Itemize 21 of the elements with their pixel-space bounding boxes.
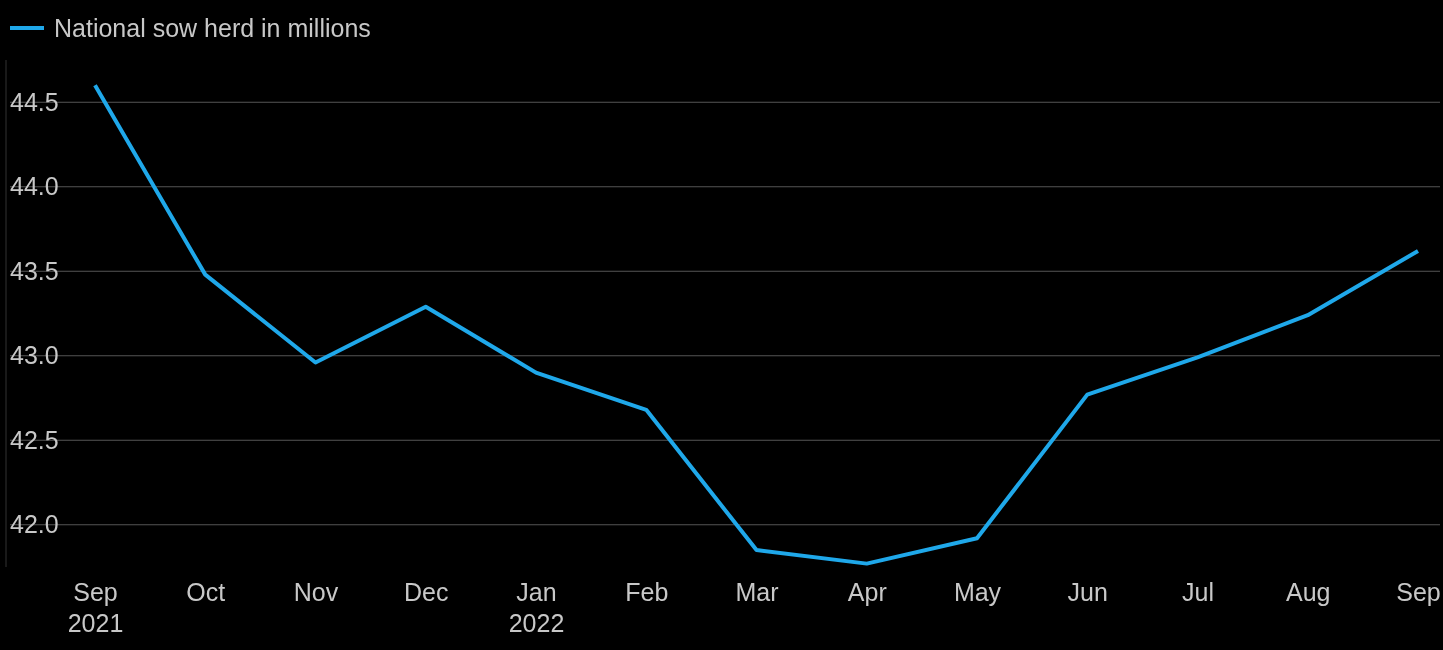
x-tick-label: Mar — [735, 578, 779, 606]
x-tick-label: Dec — [404, 578, 449, 606]
y-tick-label: 44.0 — [10, 172, 59, 201]
y-tick-label: 42.5 — [10, 425, 59, 454]
x-tick-label: Sep 2021 — [67, 578, 124, 637]
x-tick-label: Jun — [1067, 578, 1108, 606]
y-tick-label: 43.0 — [10, 341, 59, 370]
x-tick-label: Jan 2022 — [508, 578, 565, 637]
x-tick-label: May — [953, 578, 1002, 606]
x-tick-label: Apr — [847, 578, 887, 606]
y-tick-label: 43.5 — [10, 256, 59, 285]
y-tick-label: 42.0 — [10, 510, 59, 539]
x-tick-label: Oct — [186, 578, 226, 606]
x-tick-label: Sep — [1396, 578, 1441, 606]
y-tick-label: 44.5 — [10, 87, 59, 116]
x-tick-label: Feb — [625, 578, 669, 606]
legend-label: National sow herd in millions — [54, 14, 371, 42]
x-tick-label: Aug — [1286, 578, 1331, 606]
x-tick-label: Nov — [293, 578, 339, 606]
x-tick-label: Jul — [1182, 578, 1214, 606]
line-series — [93, 83, 1420, 566]
